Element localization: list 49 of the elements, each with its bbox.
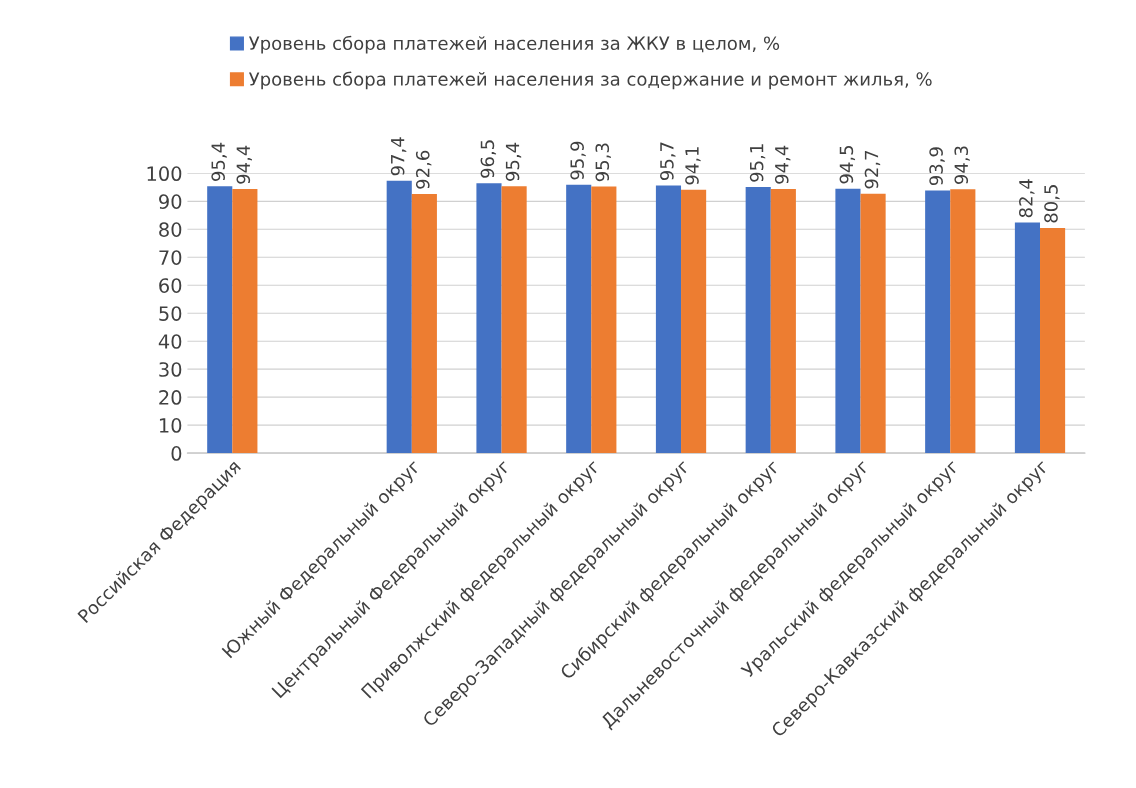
bar — [925, 190, 951, 454]
bar — [411, 194, 437, 454]
bar — [1040, 227, 1066, 454]
data-label: 80,5 — [1044, 185, 1060, 223]
bar — [591, 186, 617, 454]
data-label: 95,9 — [570, 141, 586, 180]
bar — [655, 185, 682, 454]
bar — [232, 189, 258, 454]
y-tick-label: 10 — [159, 418, 182, 433]
data-label: 94,3 — [954, 146, 970, 184]
bar — [860, 193, 886, 454]
bar — [386, 180, 412, 454]
bar — [745, 187, 771, 454]
bar — [207, 186, 233, 454]
data-label: 94,4 — [774, 145, 791, 184]
y-tick-label: 20 — [159, 390, 182, 405]
y-tick-label: 90 — [159, 194, 182, 209]
data-label: 95,4 — [211, 142, 227, 181]
bar — [770, 189, 796, 454]
data-label: 93,9 — [929, 147, 945, 186]
legend-label: Уровень сбора платежей населения за содержание и ремонт жилья, % — [248, 71, 932, 90]
bar — [476, 183, 502, 454]
y-tick-label: 0 — [171, 446, 182, 461]
data-label: 94,4 — [236, 145, 252, 184]
bar — [501, 186, 527, 454]
y-tick-label: 100 — [147, 166, 182, 182]
y-tick-label: 40 — [158, 334, 182, 349]
data-label: 94,1 — [685, 147, 701, 185]
bar — [681, 189, 707, 454]
bar — [1014, 222, 1041, 454]
y-tick-label: 70 — [159, 250, 182, 265]
data-label: 92,6 — [415, 150, 432, 189]
y-tick-label: 50 — [159, 306, 182, 321]
data-label: 97,4 — [390, 137, 407, 176]
data-label: 82,4 — [1019, 179, 1035, 218]
data-label: 95,1 — [749, 144, 766, 182]
y-tick-label: 60 — [159, 278, 182, 293]
data-label: 95,7 — [660, 142, 676, 181]
data-label: 95,4 — [505, 142, 522, 181]
legend-label: Уровень сбора платежей населения за ЖКУ в целом, % — [248, 35, 780, 54]
bar — [835, 188, 861, 454]
data-label: 92,7 — [864, 150, 881, 189]
data-label: 96,5 — [480, 140, 497, 178]
y-tick-label: 80 — [159, 222, 182, 237]
bar — [950, 189, 976, 454]
data-label: 94,5 — [839, 145, 856, 184]
data-label: 95,3 — [595, 143, 611, 182]
y-tick-label: 30 — [159, 362, 182, 377]
bar — [566, 184, 592, 454]
